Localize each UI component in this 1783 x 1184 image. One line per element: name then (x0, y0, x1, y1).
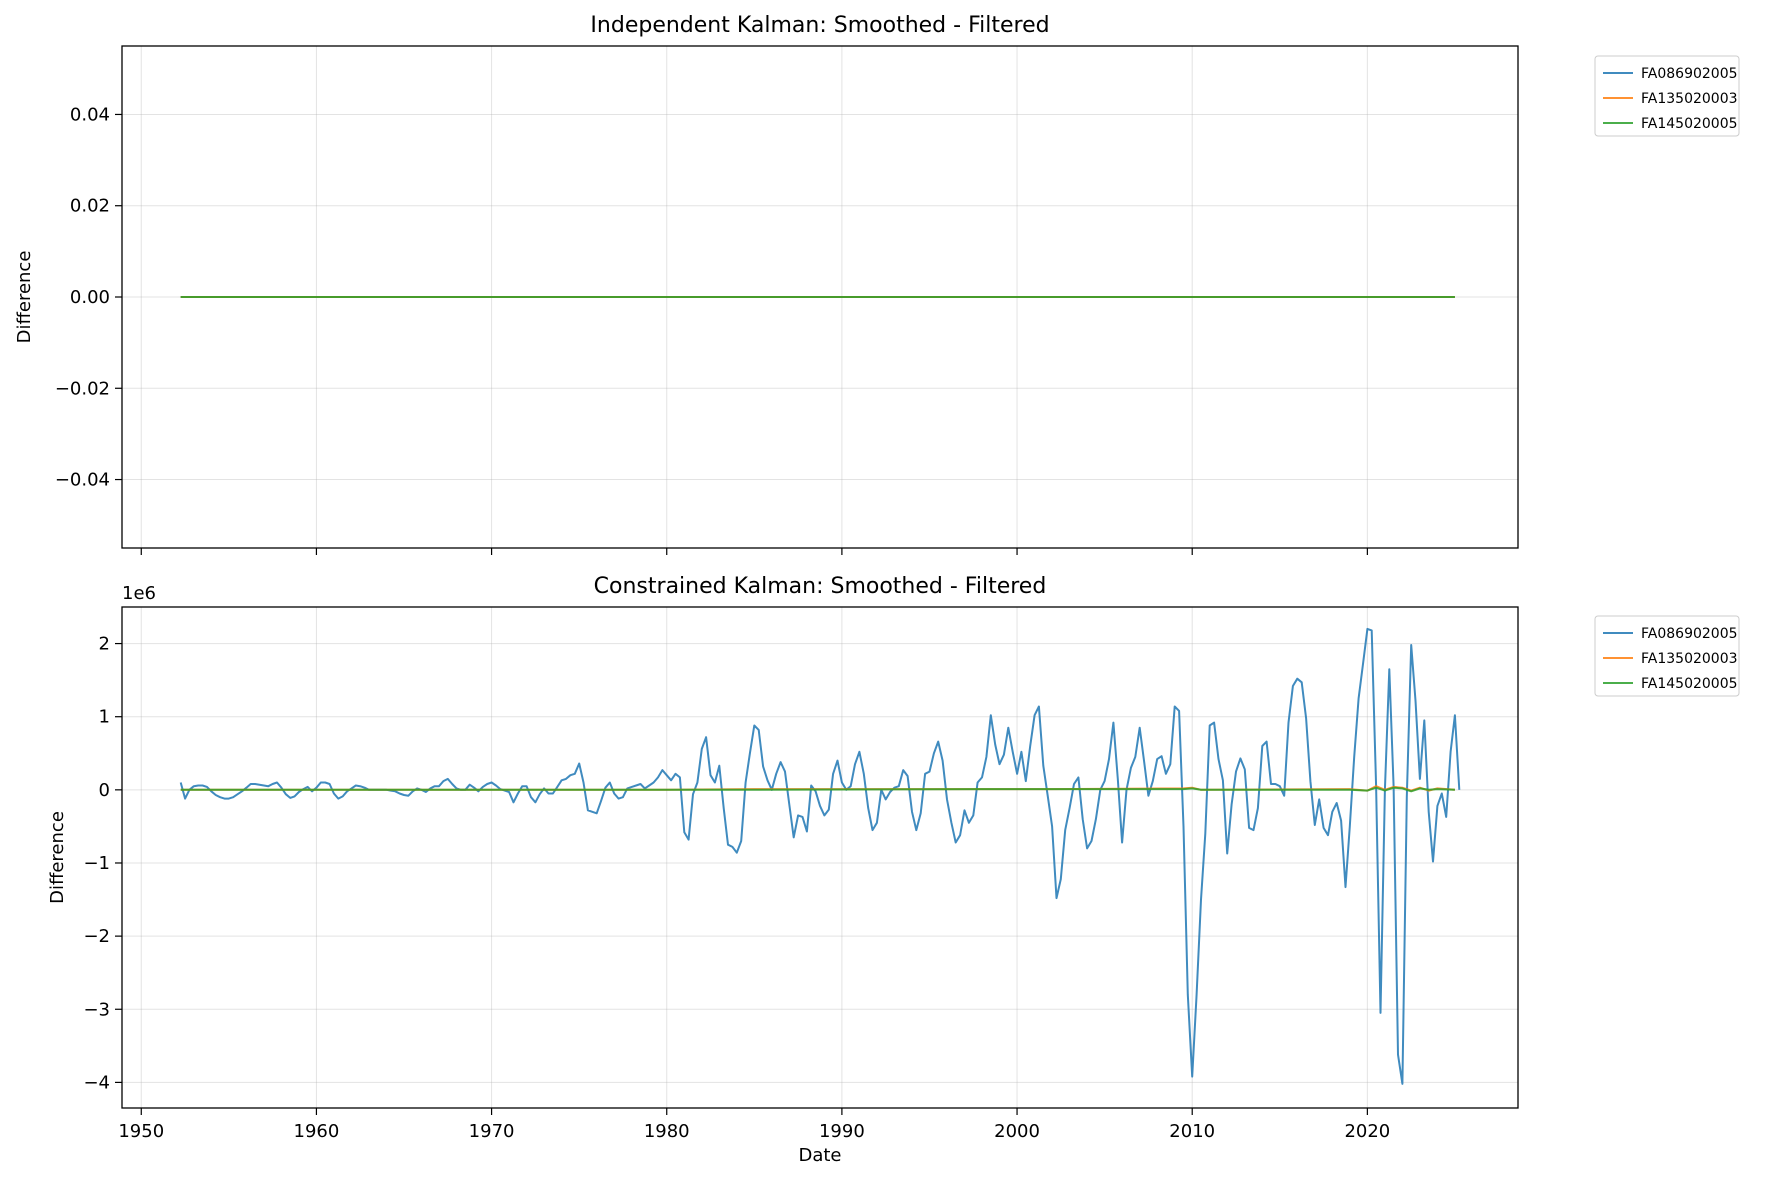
series-lines (179, 627, 1461, 1085)
legend: FA086902005 FA135020003 FA145020005 (1594, 55, 1740, 137)
x-axis: 1950 1960 1970 1980 1990 2000 2010 2020 (118, 1108, 1390, 1142)
legend-label: FA145020005 (1641, 676, 1738, 692)
x-tick-label: 1970 (469, 1121, 515, 1142)
x-axis (140, 548, 1368, 555)
series-line-fa145020005 (180, 786, 1455, 793)
legend-label: FA135020003 (1641, 91, 1738, 107)
x-tick-label: 2010 (1169, 1121, 1215, 1142)
x-tick-label: 1980 (644, 1121, 690, 1142)
y-axis-label: Difference (14, 251, 35, 344)
x-tick-label: 1960 (294, 1121, 340, 1142)
x-axis-label: Date (798, 1145, 841, 1166)
y-tick-label: 0 (99, 780, 110, 801)
y-tick-label: −0.02 (55, 378, 110, 399)
y-axis-label: Difference (47, 811, 68, 904)
y-tick-label: 1 (99, 707, 110, 728)
y-tick-label: −3 (83, 999, 110, 1020)
legend-label: FA135020003 (1641, 651, 1738, 667)
x-tick-label: 1950 (118, 1121, 164, 1142)
y-axis: −4 −3 −2 −1 0 1 2 (83, 634, 122, 1093)
y-tick-label: −1 (83, 853, 110, 874)
y-tick-label: 0.02 (70, 196, 110, 217)
x-tick-label: 2000 (994, 1121, 1040, 1142)
legend-label: FA086902005 (1641, 626, 1738, 642)
y-tick-label: −2 (83, 926, 110, 947)
chart-title: Constrained Kalman: Smoothed - Filtered (594, 574, 1047, 599)
y-tick-label: 2 (99, 634, 110, 655)
y-tick-label: 0.00 (70, 287, 110, 308)
plot-frame (121, 606, 1519, 1109)
y-tick-label: 0.04 (70, 104, 110, 125)
x-tick-label: 2020 (1344, 1121, 1390, 1142)
y-tick-label: −0.04 (55, 470, 110, 491)
legend-label: FA086902005 (1641, 66, 1738, 82)
chart-title: Independent Kalman: Smoothed - Filtered (590, 13, 1049, 38)
legend-box (1594, 615, 1740, 697)
axis-offset-text: 1e6 (122, 583, 156, 604)
independent-kalman-panel: −0.04 −0.02 0.00 0.02 0.04 Independent Kalma… (14, 13, 1740, 555)
y-tick-label: −4 (83, 1072, 110, 1093)
x-tick-label: 1990 (819, 1121, 865, 1142)
y-axis: −0.04 −0.02 0.00 0.02 0.04 (55, 104, 122, 491)
legend-label: FA145020005 (1641, 116, 1738, 132)
legend-box (1594, 55, 1740, 137)
constrained-kalman-panel: 1950 1960 1970 1980 1990 2000 2010 2020 −4−3−2−… (47, 574, 1740, 1166)
legend: FA086902005 FA135020003 FA145020005 (1594, 615, 1740, 697)
